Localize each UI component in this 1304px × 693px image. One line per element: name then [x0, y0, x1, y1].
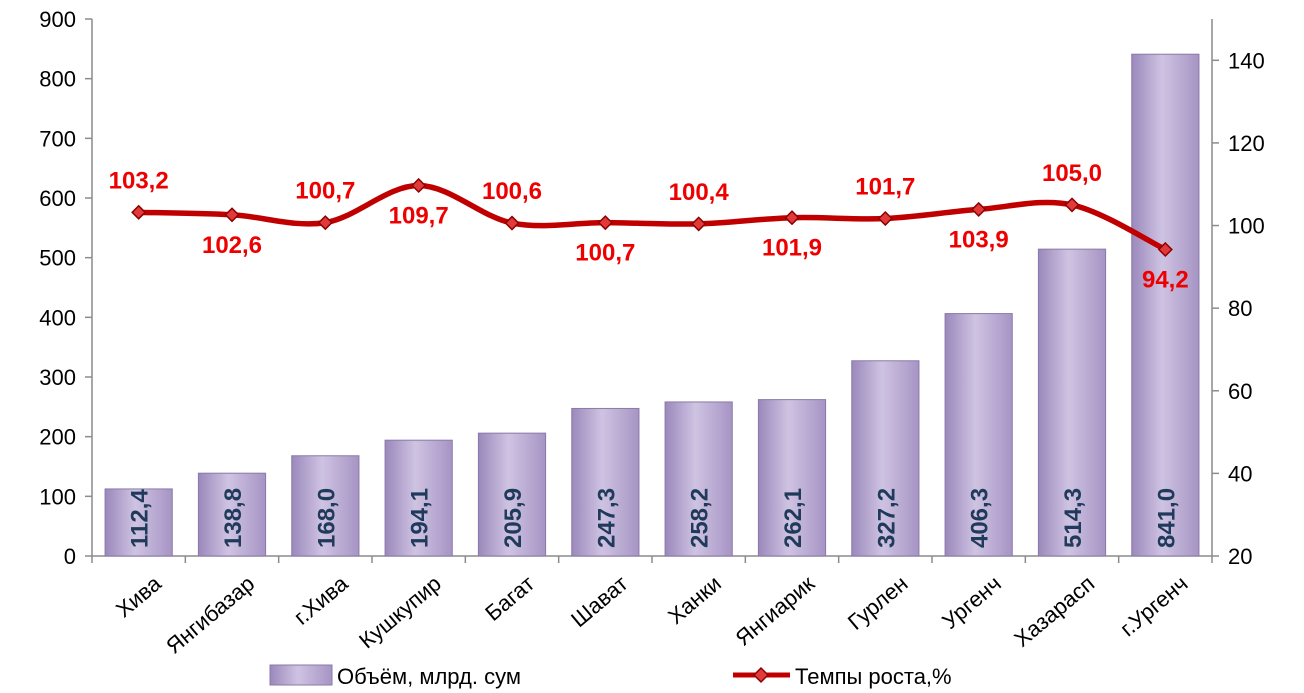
- x-tick-label: Ханки: [663, 571, 726, 629]
- bar-value-label: 138,8: [220, 488, 247, 548]
- bar: [851, 360, 920, 557]
- x-tick-label: Кушкупир: [354, 571, 446, 654]
- bar: [197, 472, 267, 557]
- y-right-tick-label: 120: [1228, 131, 1265, 156]
- line-value-label: 100,7: [575, 240, 635, 267]
- line-point: [317, 215, 333, 231]
- x-tick-label: Гурлен: [843, 571, 913, 635]
- y-left-tick-label: 600: [39, 186, 76, 211]
- line-value-label: 109,7: [389, 202, 449, 229]
- line-value-label: 102,6: [202, 232, 262, 259]
- bar-value-label: 514,3: [1060, 488, 1087, 548]
- line-value-label: 101,9: [762, 235, 822, 262]
- y-right-tick-label: 140: [1228, 48, 1265, 73]
- line-point: [504, 215, 520, 231]
- line-point: [877, 210, 893, 227]
- line-point: [971, 201, 987, 217]
- legend-bar-swatch: [269, 664, 333, 686]
- bar: [944, 313, 1013, 557]
- bar: [1037, 248, 1107, 557]
- line-point: [784, 210, 800, 226]
- line-value-label: 103,2: [109, 167, 169, 194]
- x-tick-label: Хазарасп: [1009, 571, 1099, 652]
- x-tick-label: Шават: [566, 571, 632, 632]
- x-tick-label: г.Ургенч: [1115, 571, 1192, 642]
- x-tick-label: г.Хива: [289, 570, 353, 630]
- bar: [571, 407, 640, 557]
- y-left-tick-label: 200: [39, 425, 76, 450]
- line-value-label: 100,7: [295, 178, 355, 205]
- line-point: [411, 177, 427, 194]
- bar: [384, 439, 453, 557]
- bar-value-label: 112,4: [127, 489, 154, 548]
- y-left-tick-label: 500: [39, 246, 76, 271]
- x-tick-label: Ургенч: [937, 571, 1006, 634]
- line-value-label: 100,4: [669, 179, 730, 206]
- line-point: [1157, 241, 1173, 258]
- y-left-tick-label: 0: [64, 544, 76, 569]
- y-right-tick-label: 40: [1228, 461, 1252, 486]
- y-right-tick-label: 60: [1228, 379, 1252, 404]
- bar-value-label: 262,1: [780, 488, 807, 548]
- y-left-tick-label: 700: [39, 126, 76, 151]
- line-value-label: 105,0: [1042, 160, 1102, 187]
- line-point: [131, 204, 147, 220]
- bar-value-label: 327,2: [873, 488, 900, 548]
- bar-value-label: 168,0: [313, 488, 340, 548]
- x-tick-label: Хива: [111, 570, 166, 622]
- bar: [291, 455, 360, 557]
- series-line-growth-rate: [135, 182, 1169, 253]
- y-left-tick-label: 400: [39, 305, 76, 330]
- legend-bar-label: Объём, млрд. сум: [337, 664, 521, 689]
- legend-line-marker: [752, 666, 770, 684]
- legend-line-label: Темпы роста,%: [795, 664, 952, 689]
- x-tick-label: Янгибазар: [161, 571, 259, 659]
- bar: [104, 488, 173, 557]
- line-point: [224, 207, 240, 223]
- y-right-tick-label: 80: [1228, 296, 1252, 321]
- y-right-tick-label: 20: [1228, 544, 1252, 569]
- bar-value-label: 194,1: [407, 488, 434, 548]
- bar: [477, 432, 547, 557]
- bar-value-label: 205,9: [500, 488, 527, 548]
- y-left-tick-label: 100: [39, 484, 76, 509]
- bar-value-label: 247,3: [593, 488, 620, 548]
- bar-value-label: 406,3: [967, 488, 994, 548]
- y-right-tick-label: 100: [1228, 214, 1265, 239]
- line-value-label: 103,9: [949, 226, 1009, 253]
- line-value-label: 94,2: [1142, 266, 1189, 293]
- bar-value-label: 841,0: [1153, 488, 1180, 548]
- y-left-tick-label: 300: [39, 365, 76, 390]
- bar: [664, 401, 733, 557]
- bar-value-label: 258,2: [687, 488, 714, 548]
- x-tick-label: Багат: [480, 571, 539, 626]
- bar: [1131, 53, 1200, 557]
- line-point: [691, 216, 707, 232]
- line-value-label: 100,6: [482, 178, 542, 205]
- line-value-label: 101,7: [855, 174, 915, 201]
- legend: Объём, млрд. сум Темпы роста,%: [269, 664, 952, 689]
- y-left-tick-label: 800: [39, 67, 76, 92]
- plot-area: 0 100 200 300 400 500 600 700 800 900 20 40 60 80 100 1…: [39, 7, 1264, 659]
- line-point: [1064, 197, 1080, 213]
- line-point: [597, 215, 613, 231]
- bar: [757, 399, 827, 557]
- y-left-tick-label: 900: [39, 7, 76, 32]
- x-tick-label: Янгиарик: [731, 570, 820, 650]
